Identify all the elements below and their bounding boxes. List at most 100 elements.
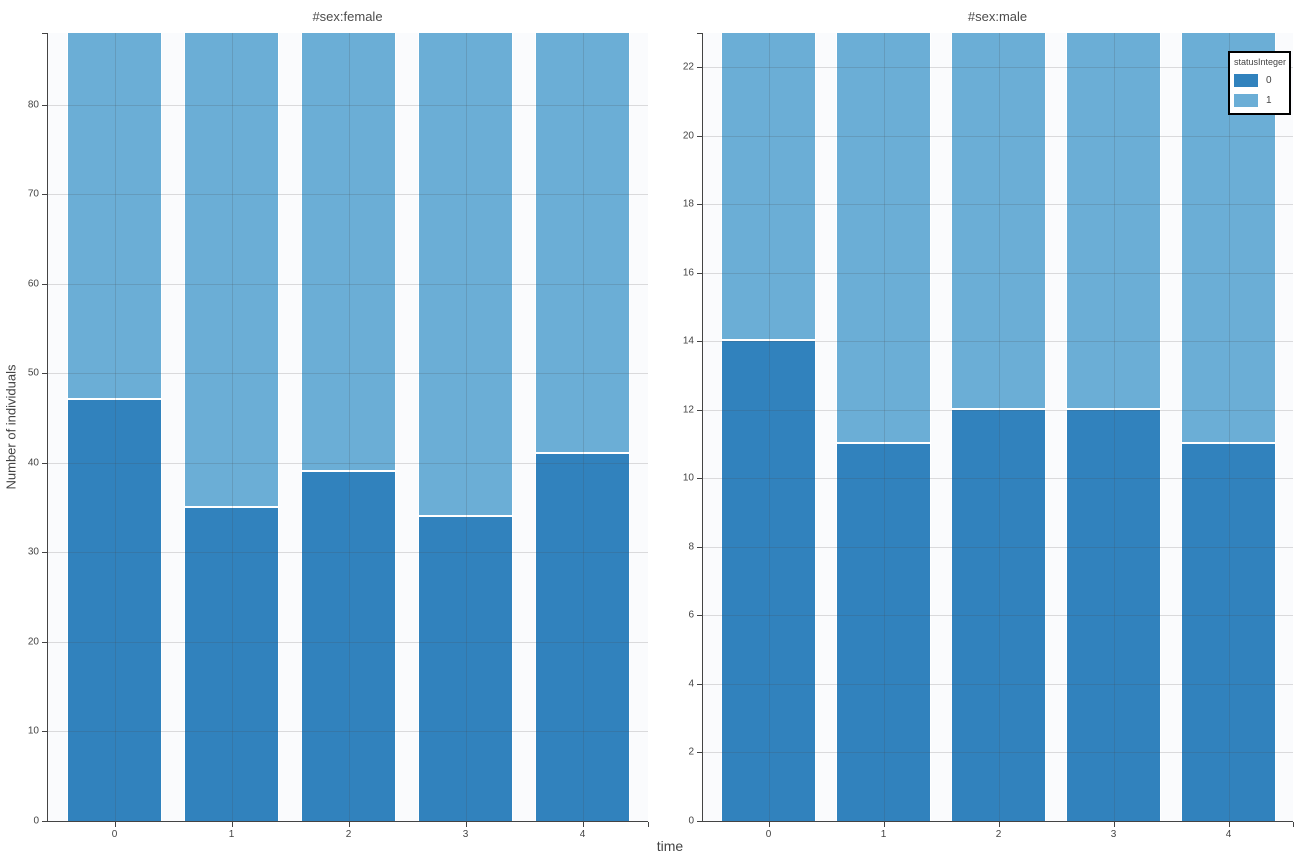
x-axis-end-tick bbox=[648, 822, 649, 827]
x-tick-mark bbox=[231, 822, 233, 827]
plot-area-male[interactable]: 0 2 4 6 8 10 12 14 16 18 20 22 0 1 2 3 4 bbox=[683, 33, 1294, 840]
x-tick-label: 2 bbox=[345, 829, 352, 840]
x-tick-label: 0 bbox=[765, 829, 772, 840]
bar-segment-status-0-time-4[interactable] bbox=[534, 453, 631, 821]
y-tick-mark bbox=[697, 683, 702, 685]
x-tick-mark bbox=[768, 822, 770, 827]
y-tick-mark bbox=[697, 409, 702, 411]
x-tick-label: 3 bbox=[1110, 829, 1117, 840]
bar-segment-status-1-time-1[interactable] bbox=[183, 33, 280, 508]
bar-segment-status-1-time-0[interactable] bbox=[721, 33, 816, 342]
x-tick-mark bbox=[998, 822, 1000, 827]
y-tick-label: 50 bbox=[27, 367, 39, 379]
chart-male: #sex:male 0 2 4 6 8 10 12 14 16 18 20 22 0 1 2 3 4 bbox=[683, 0, 1294, 858]
y-tick-mark bbox=[697, 478, 702, 480]
bar-segment-status-0-time-2[interactable] bbox=[951, 409, 1046, 821]
stacked-bar-time-1 bbox=[836, 33, 931, 821]
x-tick-label: 1 bbox=[228, 829, 235, 840]
stacked-bar-time-1 bbox=[183, 33, 280, 821]
x-tick-label: 2 bbox=[995, 829, 1002, 840]
legend-label-status-1: 1 bbox=[1266, 95, 1272, 106]
bar-segment-status-1-time-0[interactable] bbox=[66, 33, 163, 401]
y-tick-mark bbox=[697, 135, 702, 137]
y-tick-label: 14 bbox=[682, 335, 694, 347]
y-tick-label: 10 bbox=[682, 472, 694, 484]
bar-segment-status-0-time-2[interactable] bbox=[300, 471, 397, 821]
bar-segment-status-0-time-4[interactable] bbox=[1181, 444, 1276, 821]
y-tick-label: 10 bbox=[27, 725, 39, 737]
stacked-bar-time-3 bbox=[1066, 33, 1161, 821]
x-tick-label: 3 bbox=[462, 829, 469, 840]
x-axis-title: time bbox=[656, 838, 684, 854]
y-tick-mark bbox=[697, 546, 702, 548]
bar-segment-status-0-time-3[interactable] bbox=[1066, 409, 1161, 821]
legend-swatch-status-0 bbox=[1234, 74, 1258, 87]
stacked-bar-time-2 bbox=[951, 33, 1046, 821]
x-axis-end-tick bbox=[1293, 822, 1294, 827]
x-tick-mark bbox=[1113, 822, 1115, 827]
y-tick-label: 2 bbox=[688, 746, 694, 758]
legend-label-status-0: 0 bbox=[1266, 75, 1272, 86]
stacked-bar-time-4 bbox=[1181, 33, 1276, 821]
bar-segment-status-1-time-3[interactable] bbox=[1066, 33, 1161, 410]
bar-segment-status-1-time-2[interactable] bbox=[300, 33, 397, 472]
x-tick-mark bbox=[1228, 822, 1230, 827]
bar-segment-status-0-time-1[interactable] bbox=[183, 507, 280, 821]
chart-female: #sex:female 0 10 20 30 40 50 60 70 80 0 1 2 3 4 bbox=[28, 0, 649, 858]
y-tick-mark bbox=[697, 615, 702, 617]
y-tick-mark bbox=[697, 272, 702, 274]
y-tick-label: 18 bbox=[682, 198, 694, 210]
x-tick-mark bbox=[582, 822, 584, 827]
x-tick-mark bbox=[883, 822, 885, 827]
stacked-bar-time-0 bbox=[66, 33, 163, 821]
y-axis-end-tick bbox=[697, 33, 702, 34]
y-tick-label: 4 bbox=[688, 678, 694, 690]
bar-segment-status-0-time-1[interactable] bbox=[836, 444, 931, 821]
legend-item-status-0[interactable]: 0 bbox=[1234, 74, 1285, 87]
y-tick-label: 30 bbox=[27, 546, 39, 558]
bar-segment-status-1-time-4[interactable] bbox=[534, 33, 631, 454]
bar-segment-status-1-time-2[interactable] bbox=[951, 33, 1046, 410]
y-tick-label: 22 bbox=[682, 61, 694, 73]
y-tick-mark bbox=[42, 283, 47, 285]
y-tick-mark bbox=[697, 752, 702, 754]
bar-segment-status-1-time-3[interactable] bbox=[417, 33, 514, 517]
legend-swatch-status-1 bbox=[1234, 94, 1258, 107]
chart-title-male: #sex:male bbox=[967, 9, 1028, 24]
legend: statusInteger 0 1 bbox=[1228, 51, 1291, 115]
y-tick-label: 80 bbox=[27, 99, 39, 111]
x-tick-label: 4 bbox=[1225, 829, 1232, 840]
stacked-bar-time-2 bbox=[300, 33, 397, 821]
y-tick-mark bbox=[42, 373, 47, 375]
stacked-bar-time-0 bbox=[721, 33, 816, 821]
legend-item-status-1[interactable]: 1 bbox=[1234, 94, 1285, 107]
y-axis-end-tick bbox=[42, 33, 47, 34]
bar-segment-status-0-time-3[interactable] bbox=[417, 516, 514, 821]
x-tick-mark bbox=[348, 822, 350, 827]
y-tick-mark bbox=[42, 104, 47, 106]
plot-area-female[interactable]: 0 10 20 30 40 50 60 70 80 0 1 2 3 4 bbox=[28, 33, 649, 840]
bar-segment-status-0-time-0[interactable] bbox=[721, 341, 816, 821]
y-axis-title: Number of individuals bbox=[3, 364, 19, 490]
y-tick-label: 0 bbox=[688, 815, 694, 827]
bar-segment-status-0-time-0[interactable] bbox=[66, 400, 163, 821]
y-tick-mark bbox=[697, 821, 702, 822]
x-tick-mark bbox=[465, 822, 467, 827]
y-tick-label: 40 bbox=[27, 457, 39, 469]
x-tick-label: 4 bbox=[579, 829, 586, 840]
y-tick-label: 0 bbox=[33, 815, 39, 827]
bar-segment-status-1-time-1[interactable] bbox=[836, 33, 931, 445]
y-tick-label: 12 bbox=[682, 404, 694, 416]
x-tick-mark bbox=[114, 822, 116, 827]
y-tick-label: 8 bbox=[688, 541, 694, 553]
y-tick-label: 60 bbox=[27, 278, 39, 290]
y-tick-label: 16 bbox=[682, 267, 694, 279]
y-tick-mark bbox=[42, 641, 47, 643]
y-tick-label: 70 bbox=[27, 188, 39, 200]
y-tick-mark bbox=[697, 341, 702, 343]
y-tick-label: 6 bbox=[688, 609, 694, 621]
chart-title-female: #sex:female bbox=[312, 9, 383, 24]
y-tick-mark bbox=[42, 462, 47, 464]
x-tick-label: 0 bbox=[111, 829, 118, 840]
